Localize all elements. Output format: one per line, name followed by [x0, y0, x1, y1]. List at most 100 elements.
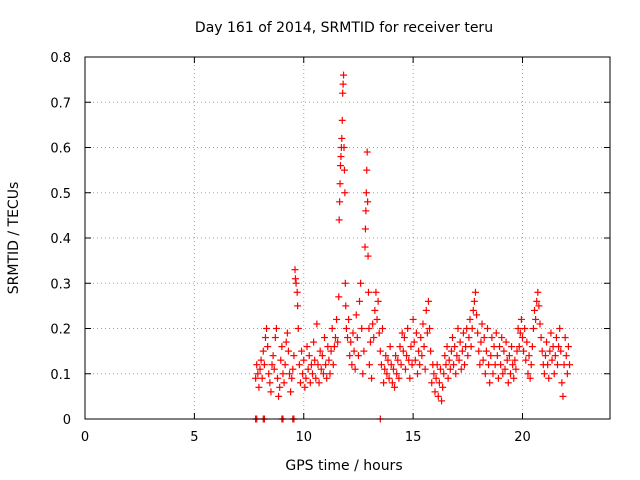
data-point [351, 365, 359, 373]
data-point [282, 338, 290, 346]
data-point [252, 374, 260, 382]
data-point [471, 288, 479, 296]
data-point [492, 329, 500, 337]
data-point [506, 370, 514, 378]
data-point [291, 266, 299, 274]
data-point [370, 334, 378, 342]
data-point [434, 392, 442, 400]
data-point [522, 356, 530, 364]
data-point [372, 288, 380, 296]
data-point [342, 302, 350, 310]
data-point [253, 361, 261, 369]
data-point [414, 370, 421, 378]
data-point [347, 338, 355, 346]
data-point [344, 334, 351, 342]
data-point [431, 388, 439, 396]
data-point [326, 370, 334, 378]
data-point [261, 334, 269, 342]
data-point [354, 352, 362, 360]
data-point [284, 347, 292, 355]
data-point [458, 347, 466, 355]
data-point [385, 374, 393, 382]
data-point [501, 365, 509, 373]
data-point [311, 356, 319, 364]
y-tick-label: 0.8 [50, 51, 71, 66]
data-point [455, 356, 463, 364]
data-point [545, 374, 553, 382]
data-point [264, 343, 272, 351]
data-point [290, 352, 298, 360]
data-point [513, 347, 521, 355]
data-point [345, 315, 353, 323]
data-point [466, 315, 474, 323]
data-point [515, 343, 523, 351]
data-point [435, 379, 443, 387]
data-point [493, 352, 501, 360]
data-point [319, 370, 327, 378]
data-point [433, 361, 441, 369]
data-point [313, 320, 321, 328]
data-point [523, 338, 531, 346]
data-point [442, 361, 450, 369]
data-point [444, 374, 452, 382]
data-point [383, 370, 391, 378]
data-point [340, 71, 348, 79]
data-point [391, 383, 399, 391]
data-point [395, 374, 403, 382]
data-point [524, 370, 532, 378]
data-point [566, 361, 574, 369]
data-point [362, 207, 370, 215]
data-point [316, 347, 324, 355]
data-point [461, 361, 469, 369]
data-point [256, 365, 264, 373]
data-point [465, 334, 473, 342]
data-point [397, 361, 405, 369]
data-point [494, 374, 502, 382]
data-point [271, 334, 279, 342]
x-tick-label: 0 [81, 430, 89, 445]
data-point [407, 343, 415, 351]
data-point [424, 297, 432, 305]
data-point [310, 338, 318, 346]
chart-title: Day 161 of 2014, SRMTID for receiver ter… [195, 20, 493, 36]
data-point [259, 347, 267, 355]
data-point [274, 374, 281, 382]
data-point [548, 356, 556, 364]
data-point [329, 361, 337, 369]
x-axis-label: GPS time / hours [285, 458, 402, 474]
data-point [408, 361, 416, 369]
data-point [467, 343, 475, 351]
data-point [301, 383, 309, 391]
data-point [283, 329, 291, 337]
data-point [328, 325, 336, 332]
data-point [384, 356, 392, 364]
y-tick-label: 0.1 [50, 368, 71, 383]
data-point [499, 370, 507, 378]
data-point [265, 370, 273, 378]
data-point [475, 347, 483, 355]
data-point [338, 134, 346, 142]
data-point [257, 356, 265, 364]
data-point [396, 343, 404, 351]
data-point [432, 374, 440, 382]
data-point [514, 325, 522, 332]
data-point [421, 365, 429, 373]
data-point [479, 356, 487, 364]
data-point [552, 334, 560, 342]
data-point [525, 352, 533, 360]
data-point [428, 379, 436, 387]
data-point [457, 365, 465, 373]
data-point [410, 338, 418, 346]
data-point [362, 189, 370, 197]
data-point [480, 334, 488, 342]
data-point [296, 379, 304, 387]
data-point [293, 288, 301, 296]
data-point [295, 361, 303, 369]
y-tick-label: 0 [63, 413, 71, 428]
data-point [277, 356, 285, 364]
data-point [418, 352, 426, 360]
data-point [554, 361, 561, 369]
data-point [456, 338, 464, 346]
data-point [427, 347, 435, 355]
data-point [275, 392, 283, 400]
